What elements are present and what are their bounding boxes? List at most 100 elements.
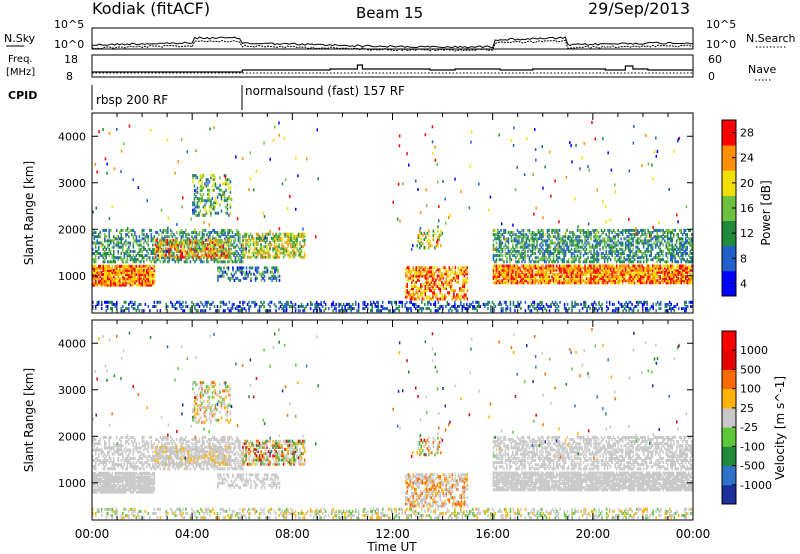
power-cell bbox=[680, 279, 682, 283]
power-cell bbox=[650, 247, 652, 251]
power-cell bbox=[362, 302, 364, 306]
power-cell bbox=[444, 293, 446, 297]
power-cell bbox=[107, 279, 109, 283]
power-cell bbox=[549, 235, 552, 239]
power-cell bbox=[670, 266, 672, 270]
power-cell bbox=[558, 270, 561, 274]
power-cell bbox=[102, 275, 104, 279]
power-cell bbox=[409, 297, 411, 301]
power-cell bbox=[195, 247, 198, 251]
power-cell bbox=[516, 245, 519, 249]
power-cell bbox=[644, 268, 646, 272]
power-cell bbox=[128, 268, 130, 272]
power-cell bbox=[291, 243, 294, 247]
power-cell bbox=[199, 243, 202, 247]
power-cell bbox=[509, 277, 511, 281]
power-cell bbox=[549, 268, 552, 272]
power-cell bbox=[230, 307, 232, 311]
power-cell bbox=[597, 281, 600, 285]
power-cell bbox=[645, 264, 648, 268]
power-cell bbox=[657, 279, 660, 283]
power-cell bbox=[202, 192, 205, 196]
power-cell bbox=[138, 302, 141, 306]
power-cell bbox=[430, 302, 432, 306]
power-cell bbox=[246, 255, 249, 259]
power-cell bbox=[159, 260, 162, 264]
power-cell bbox=[600, 281, 603, 285]
power-cell bbox=[460, 266, 463, 270]
power-cell bbox=[168, 260, 171, 264]
power-cell bbox=[320, 300, 322, 304]
power-cell bbox=[96, 239, 98, 243]
power-cell bbox=[572, 243, 574, 247]
power-cell bbox=[555, 243, 558, 247]
power-cell bbox=[293, 249, 295, 253]
power-cell bbox=[662, 249, 664, 253]
power-cell bbox=[120, 258, 122, 262]
power-cell bbox=[135, 239, 138, 243]
power-cell bbox=[590, 281, 592, 285]
power-cell bbox=[276, 234, 279, 238]
power-cell bbox=[239, 258, 241, 262]
power-cell bbox=[639, 256, 642, 260]
power-cell bbox=[107, 300, 109, 304]
power-cell bbox=[566, 275, 568, 278]
power-cell bbox=[287, 243, 289, 247]
power-cell bbox=[630, 256, 633, 260]
power-cell bbox=[660, 252, 663, 255]
power-cell bbox=[122, 258, 124, 262]
power-cell bbox=[603, 258, 606, 262]
power-cell bbox=[636, 279, 639, 283]
power-cell bbox=[458, 305, 461, 308]
power-cell bbox=[152, 273, 154, 277]
power-cell bbox=[540, 233, 543, 237]
power-cell bbox=[228, 182, 230, 186]
power-cell bbox=[686, 266, 688, 270]
power-cell bbox=[656, 233, 658, 237]
power-cell bbox=[95, 249, 97, 253]
power-cell bbox=[575, 270, 577, 274]
power-cell bbox=[626, 245, 628, 249]
power-cell bbox=[567, 277, 570, 281]
power-cell bbox=[411, 280, 413, 284]
power-cell bbox=[143, 273, 145, 277]
power-cell bbox=[527, 245, 529, 249]
power-cell bbox=[433, 274, 436, 278]
power-cell bbox=[231, 307, 234, 311]
power-cell bbox=[131, 233, 133, 237]
power-cell bbox=[397, 307, 399, 311]
power-cell bbox=[259, 272, 261, 276]
power-cell bbox=[682, 237, 684, 241]
power-cell bbox=[603, 264, 606, 268]
power-cell bbox=[680, 275, 682, 278]
power-cell bbox=[430, 266, 433, 270]
power-cell bbox=[621, 266, 624, 270]
power-cell bbox=[578, 266, 580, 270]
power-cell bbox=[213, 238, 215, 242]
power-cell bbox=[278, 232, 280, 236]
power-cell bbox=[676, 272, 678, 276]
power-cell bbox=[588, 241, 591, 245]
power-cell bbox=[441, 231, 444, 235]
power-cell bbox=[135, 260, 138, 264]
power-cell bbox=[147, 277, 150, 281]
power-cell bbox=[269, 300, 271, 304]
power-cell bbox=[98, 235, 100, 239]
power-cell bbox=[531, 245, 534, 249]
power-cell bbox=[427, 272, 430, 276]
power-cell bbox=[670, 272, 672, 276]
power-cell bbox=[540, 277, 543, 281]
power-cell bbox=[152, 252, 154, 255]
power-cell bbox=[503, 277, 505, 281]
power-cell bbox=[113, 249, 115, 253]
power-cell bbox=[263, 278, 266, 282]
power-cell bbox=[546, 252, 549, 255]
power-cell bbox=[677, 264, 679, 268]
power-cell bbox=[537, 266, 540, 270]
power-cell bbox=[415, 285, 417, 288]
power-cell bbox=[682, 264, 684, 268]
power-cell bbox=[186, 251, 188, 255]
power-cell bbox=[516, 260, 519, 264]
power-cell bbox=[128, 273, 130, 277]
power-cell bbox=[665, 264, 667, 268]
